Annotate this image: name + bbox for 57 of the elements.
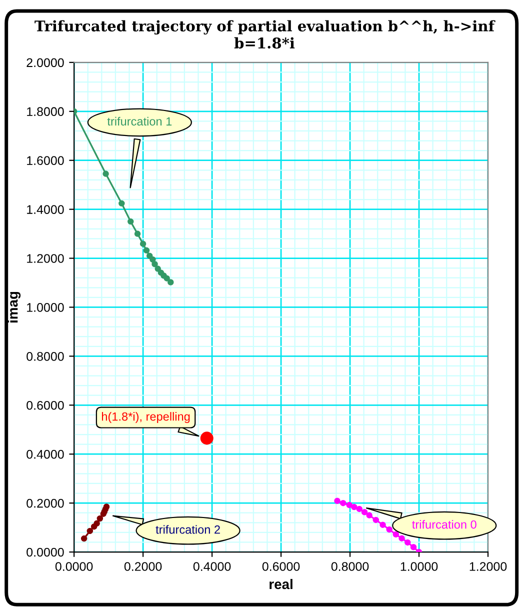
y-tick-label: 0.2000 — [26, 498, 64, 508]
point — [346, 502, 352, 508]
x-tick-label: 1.0000 — [400, 562, 438, 571]
y-tick-label: 0.6000 — [26, 400, 64, 410]
point — [128, 218, 134, 225]
x-tick-label: 0.8000 — [331, 562, 369, 571]
point — [164, 275, 170, 282]
x-tick-label: 0.2000 — [124, 562, 162, 571]
point — [380, 522, 386, 528]
y-tick-label: 0.4000 — [26, 450, 64, 459]
point — [334, 498, 340, 504]
y-tick-label: 1.6000 — [27, 156, 64, 165]
chart-title: Trifurcated trajectory of partial evaluation b^^h, h->inf b=1.8*i — [34, 20, 496, 49]
annotation: trifurcation 2 — [156, 525, 220, 534]
point — [102, 170, 109, 177]
annotation: h(1.8*i), repelling — [102, 412, 190, 424]
x-axis-title: real — [270, 578, 292, 590]
point — [150, 256, 156, 263]
annotation: trifurcation 0 — [412, 520, 476, 529]
point — [366, 512, 372, 518]
point — [143, 247, 150, 254]
y-tick-label: 1.0000 — [27, 303, 64, 312]
point — [351, 504, 358, 510]
point — [392, 531, 400, 538]
point — [356, 506, 362, 512]
x-tick-label: 0.6000 — [262, 562, 300, 571]
y-axis-title: imag — [8, 292, 21, 322]
y-tick-label: 1.8000 — [27, 107, 64, 116]
point — [200, 432, 214, 445]
x-tick-label: 0.0000 — [55, 562, 93, 571]
point — [118, 200, 125, 207]
annotation: trifurcation 1 — [107, 116, 172, 126]
point — [168, 279, 174, 286]
point — [80, 535, 88, 542]
point — [386, 526, 392, 533]
point — [404, 539, 411, 546]
point — [103, 504, 110, 510]
point — [152, 261, 158, 268]
point — [146, 252, 153, 259]
point — [140, 240, 146, 247]
point — [96, 515, 104, 522]
y-tick-label: 2.0000 — [26, 58, 64, 68]
y-tick-label: 1.2000 — [27, 254, 64, 263]
point — [134, 230, 141, 237]
point — [86, 528, 94, 534]
point — [372, 516, 380, 524]
x-tick-label: 0.4000 — [193, 562, 231, 571]
y-tick-label: 0.8000 — [26, 352, 64, 361]
point — [398, 535, 405, 542]
point — [94, 520, 100, 527]
y-tick-label: 0.0000 — [26, 548, 64, 557]
point — [410, 544, 417, 550]
point — [361, 508, 368, 516]
x-tick-label: 1.2000 — [470, 562, 507, 571]
y-tick-label: 1.4000 — [27, 205, 64, 214]
point — [154, 266, 162, 272]
point — [340, 500, 346, 506]
